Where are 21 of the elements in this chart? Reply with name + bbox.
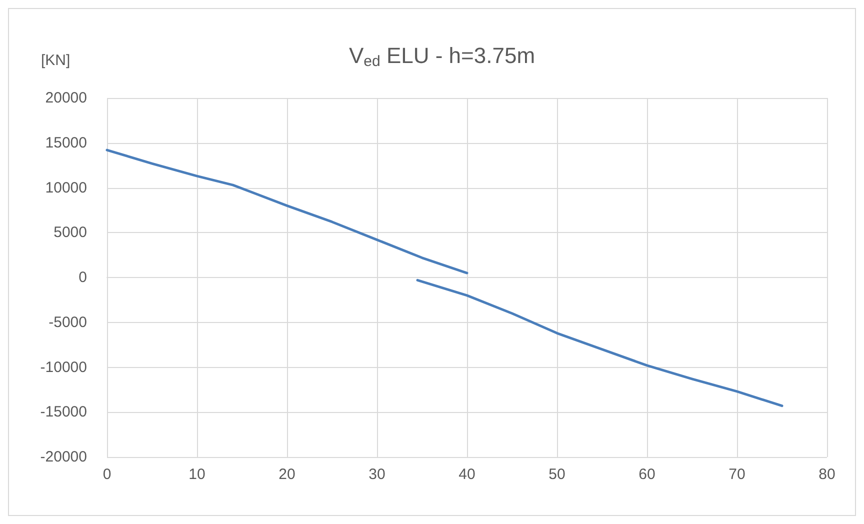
x-tick-label: 60 [638, 466, 656, 483]
x-tick-label: 80 [818, 466, 836, 483]
y-tick-label: 5000 [54, 224, 87, 242]
line-series [106, 148, 468, 274]
x-tick-label: 30 [368, 466, 386, 483]
y-tick-label: -5000 [48, 314, 87, 331]
y-axis-title: [KN] [41, 52, 70, 69]
x-tick-label: 70 [728, 466, 746, 483]
x-tick-label: 10 [188, 466, 206, 483]
y-tick-label: 20000 [45, 90, 87, 106]
x-tick-label: 50 [548, 466, 566, 483]
y-tick-label: -20000 [40, 448, 87, 466]
x-tick-label: 40 [458, 466, 476, 483]
y-tick-label: 0 [78, 269, 87, 286]
y-tick-label: -15000 [40, 404, 87, 421]
x-tick-label: 20 [278, 466, 296, 483]
y-tick-label: -10000 [40, 358, 87, 376]
y-tick-label: 15000 [45, 134, 87, 152]
y-tick-label: 10000 [45, 179, 87, 196]
x-tick-label: 0 [102, 466, 112, 483]
line-series [416, 278, 784, 408]
